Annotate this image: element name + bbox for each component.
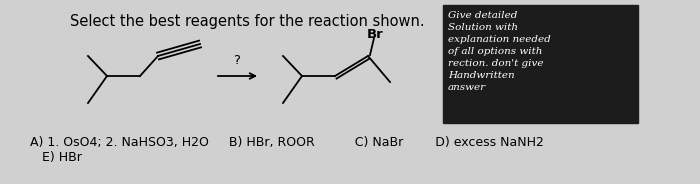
FancyBboxPatch shape [443,5,638,123]
Text: E) HBr: E) HBr [30,151,82,164]
Text: ?: ? [234,54,240,67]
Text: Select the best reagents for the reaction shown.: Select the best reagents for the reactio… [70,14,425,29]
Text: Give detailed
Solution with
explanation needed
of all options with
rection. don': Give detailed Solution with explanation … [448,11,551,92]
Text: A) 1. OsO4; 2. NaHSO3, H2O     B) HBr, ROOR          C) NaBr        D) excess Na: A) 1. OsO4; 2. NaHSO3, H2O B) HBr, ROOR … [30,136,544,149]
Text: Br: Br [367,28,384,41]
